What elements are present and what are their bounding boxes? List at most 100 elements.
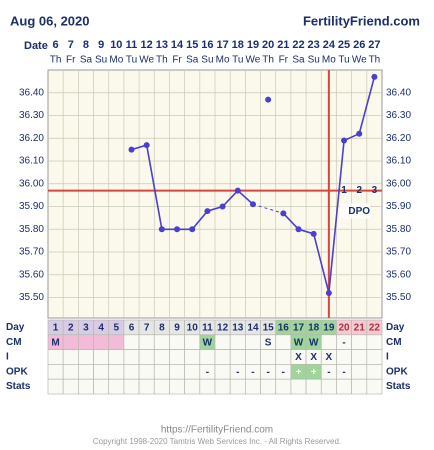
date-label: 7 [68, 39, 74, 51]
discarded-point [265, 96, 272, 103]
cell-text: - [282, 367, 285, 378]
table-cell [153, 378, 170, 395]
cell-text: X [295, 352, 302, 363]
row-label-right: CM [386, 337, 402, 348]
row-label-right: I [386, 352, 389, 363]
y-tick-label: 36.00 [19, 178, 44, 189]
cell-text: 10 [187, 323, 199, 334]
table-cell [108, 334, 125, 350]
cell-text: 6 [129, 323, 135, 334]
weekday-label: Su [308, 55, 320, 66]
table-cell [93, 349, 110, 365]
cell-text: - [327, 367, 330, 378]
date-label: 14 [171, 39, 184, 51]
y-tick-label-right: 36.20 [386, 133, 411, 144]
dpo-number: 2 [356, 185, 362, 196]
y-tick-label: 35.80 [19, 224, 44, 235]
table-cell [320, 378, 337, 395]
weekday-label: Mo [109, 55, 123, 66]
chart-date: Aug 06, 2020 [10, 13, 90, 28]
table-cell [62, 349, 79, 365]
temperature-point [341, 137, 348, 144]
table-cell [93, 364, 110, 380]
date-label: 27 [368, 39, 380, 51]
table-cell [62, 364, 79, 380]
y-tick-label-right: 35.90 [386, 201, 411, 212]
date-label: 11 [126, 39, 138, 51]
table-cell [366, 378, 383, 395]
cell-text: - [266, 367, 269, 378]
weekday-label: Th [262, 55, 274, 66]
date-label: 16 [201, 39, 213, 51]
table-cell [351, 364, 368, 380]
table-cell [199, 349, 216, 365]
cell-text: 8 [159, 323, 165, 334]
row-label: OPK [6, 366, 28, 377]
cell-text: 15 [263, 323, 275, 334]
y-tick-label: 35.50 [19, 292, 44, 303]
cell-text: + [296, 367, 302, 378]
cell-text: W [309, 337, 319, 348]
table-cell [169, 364, 185, 380]
cell-text: 21 [354, 323, 366, 334]
cell-text: 4 [98, 323, 104, 334]
table-cell [123, 364, 140, 380]
date-label: 8 [83, 39, 89, 51]
table-cell [336, 378, 352, 395]
date-row-label: Date [24, 40, 48, 52]
table-cell [123, 378, 140, 395]
cell-text: 5 [114, 323, 120, 334]
table-cell [169, 334, 185, 350]
temperature-point [249, 201, 256, 208]
table-cell [366, 364, 383, 380]
table-cell [62, 378, 79, 395]
cell-text: 19 [323, 323, 335, 334]
cell-text: - [236, 367, 239, 378]
date-label: 21 [277, 39, 289, 51]
date-label: 15 [186, 39, 198, 51]
table-cell [366, 334, 383, 350]
cell-text: W [294, 337, 304, 348]
y-tick-label-right: 36.40 [386, 87, 411, 98]
weekday-label: Th [156, 55, 168, 66]
cell-text: - [342, 337, 345, 348]
cell-text: 2 [68, 323, 74, 334]
date-label: 10 [110, 39, 122, 51]
dpo-label: DPO [348, 206, 370, 217]
table-cell [123, 334, 140, 350]
y-tick-label: 35.60 [19, 269, 44, 280]
table-cell [184, 364, 201, 380]
table-cell [78, 364, 94, 380]
table-cell [366, 349, 383, 365]
temperature-point [371, 73, 378, 80]
cell-text: 17 [293, 323, 305, 334]
y-tick-label: 36.30 [19, 110, 44, 121]
table-cell [229, 378, 246, 395]
weekday-label: Su [95, 55, 107, 66]
temperature-point [204, 208, 211, 215]
row-label: CM [6, 337, 22, 348]
date-label: 13 [156, 39, 168, 51]
weekday-label: Fr [66, 55, 76, 66]
table-cell [214, 349, 231, 365]
temperature-point [295, 226, 302, 233]
cell-text: 18 [308, 323, 320, 334]
table-cell [260, 378, 277, 395]
cell-text: 13 [232, 323, 244, 334]
y-tick-label: 36.10 [19, 156, 44, 167]
cell-text: 7 [144, 323, 150, 334]
table-cell [138, 349, 155, 365]
site-name: FertilityFriend.com [303, 13, 420, 28]
row-label-right: OPK [386, 366, 408, 377]
date-label: 17 [216, 39, 228, 51]
table-cell [47, 349, 64, 365]
table-cell [305, 378, 322, 395]
table-cell [78, 349, 94, 365]
table-cell [260, 349, 277, 365]
cell-text: 12 [217, 323, 229, 334]
table-cell [78, 378, 94, 395]
table-cell [290, 378, 307, 395]
cell-text: - [251, 367, 254, 378]
table-cell [108, 364, 125, 380]
